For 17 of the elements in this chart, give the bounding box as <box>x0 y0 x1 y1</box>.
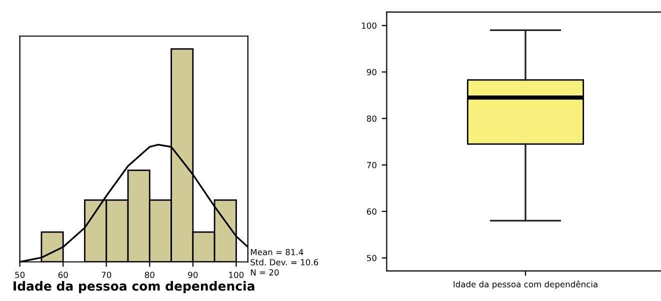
x-tick-label: 80 <box>144 272 154 278</box>
x-axis-title: Idade da pessoa com dependencia <box>14 281 254 294</box>
x-tick-label: 100 <box>229 272 244 278</box>
text: Mean = 81.4 <box>250 248 304 256</box>
x-tick-label: 50 <box>15 272 25 278</box>
y-tick-label: 100 <box>362 22 376 29</box>
x-tick-label: 90 <box>188 272 198 278</box>
y-tick-label: 50 <box>367 254 376 262</box>
x-tick-label: 60 <box>58 272 68 278</box>
x-tick-label: 70 <box>102 272 112 278</box>
y-tick-label: 70 <box>367 162 376 168</box>
text: Std. Dev. = 10.6 <box>250 258 318 266</box>
y-tick-label: 60 <box>366 208 376 215</box>
y-tick-label: 80 <box>366 115 376 122</box>
text: N = 20 <box>250 269 279 276</box>
y-tick-label: 90 <box>366 68 376 76</box>
x-tick-label: Idade da pessoa com dependência <box>454 280 598 290</box>
